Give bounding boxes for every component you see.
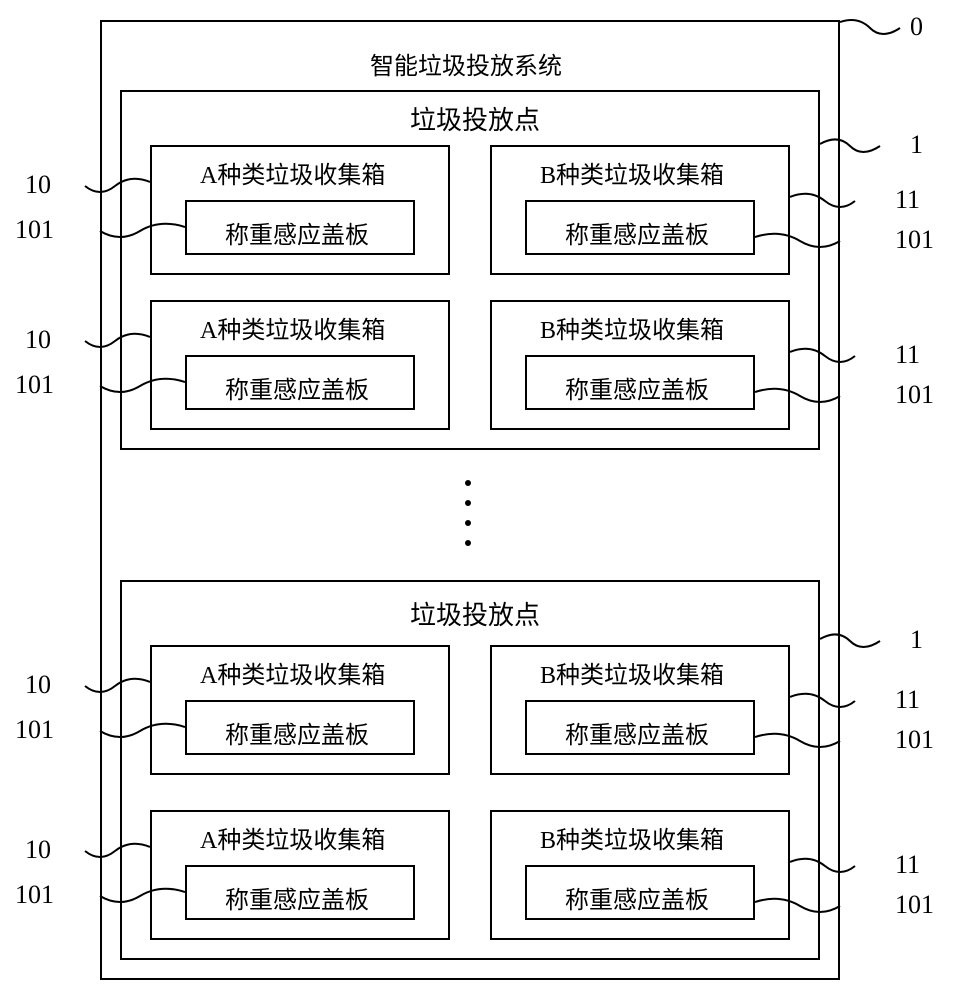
callout-bin-a: 10 — [25, 325, 51, 355]
plate-label: 称重感应盖板 — [225, 215, 369, 250]
callout-bin-a: 10 — [25, 670, 51, 700]
bin-b-label: B种类垃圾收集箱 — [540, 820, 724, 855]
plate-label: 称重感应盖板 — [565, 715, 709, 750]
bin-a-label: A种类垃圾收集箱 — [200, 155, 385, 190]
ellipsis-dot — [465, 500, 471, 506]
group-title: 垃圾投放点 — [410, 100, 540, 137]
callout-plate: 101 — [15, 370, 54, 400]
callout-group: 1 — [910, 130, 923, 160]
callout-bin-a: 10 — [25, 835, 51, 865]
group-title: 垃圾投放点 — [410, 595, 540, 632]
callout-plate: 101 — [895, 225, 934, 255]
plate-label: 称重感应盖板 — [225, 715, 369, 750]
ellipsis-dot — [465, 540, 471, 546]
bin-b-label: B种类垃圾收集箱 — [540, 155, 724, 190]
callout-plate: 101 — [15, 215, 54, 245]
plate-label: 称重感应盖板 — [565, 370, 709, 405]
bin-b-label: B种类垃圾收集箱 — [540, 655, 724, 690]
plate-label: 称重感应盖板 — [225, 880, 369, 915]
callout-plate: 101 — [15, 880, 54, 910]
callout-bin-b: 11 — [895, 340, 920, 370]
callout-bin-b: 11 — [895, 850, 920, 880]
plate-label: 称重感应盖板 — [565, 215, 709, 250]
plate-label: 称重感应盖板 — [225, 370, 369, 405]
callout-group: 1 — [910, 625, 923, 655]
callout-system: 0 — [910, 12, 923, 42]
bin-a-label: A种类垃圾收集箱 — [200, 820, 385, 855]
system-title: 智能垃圾投放系统 — [370, 46, 562, 81]
ellipsis-dot — [465, 520, 471, 526]
plate-label: 称重感应盖板 — [565, 880, 709, 915]
callout-plate: 101 — [895, 890, 934, 920]
bin-a-label: A种类垃圾收集箱 — [200, 655, 385, 690]
ellipsis-dot — [465, 480, 471, 486]
callout-plate: 101 — [895, 380, 934, 410]
bin-b-label: B种类垃圾收集箱 — [540, 310, 724, 345]
callout-bin-b: 11 — [895, 685, 920, 715]
lead-line-0 — [840, 12, 920, 40]
callout-plate: 101 — [895, 725, 934, 755]
callout-plate: 101 — [15, 715, 54, 745]
callout-bin-a: 10 — [25, 170, 51, 200]
callout-bin-b: 11 — [895, 185, 920, 215]
bin-a-label: A种类垃圾收集箱 — [200, 310, 385, 345]
